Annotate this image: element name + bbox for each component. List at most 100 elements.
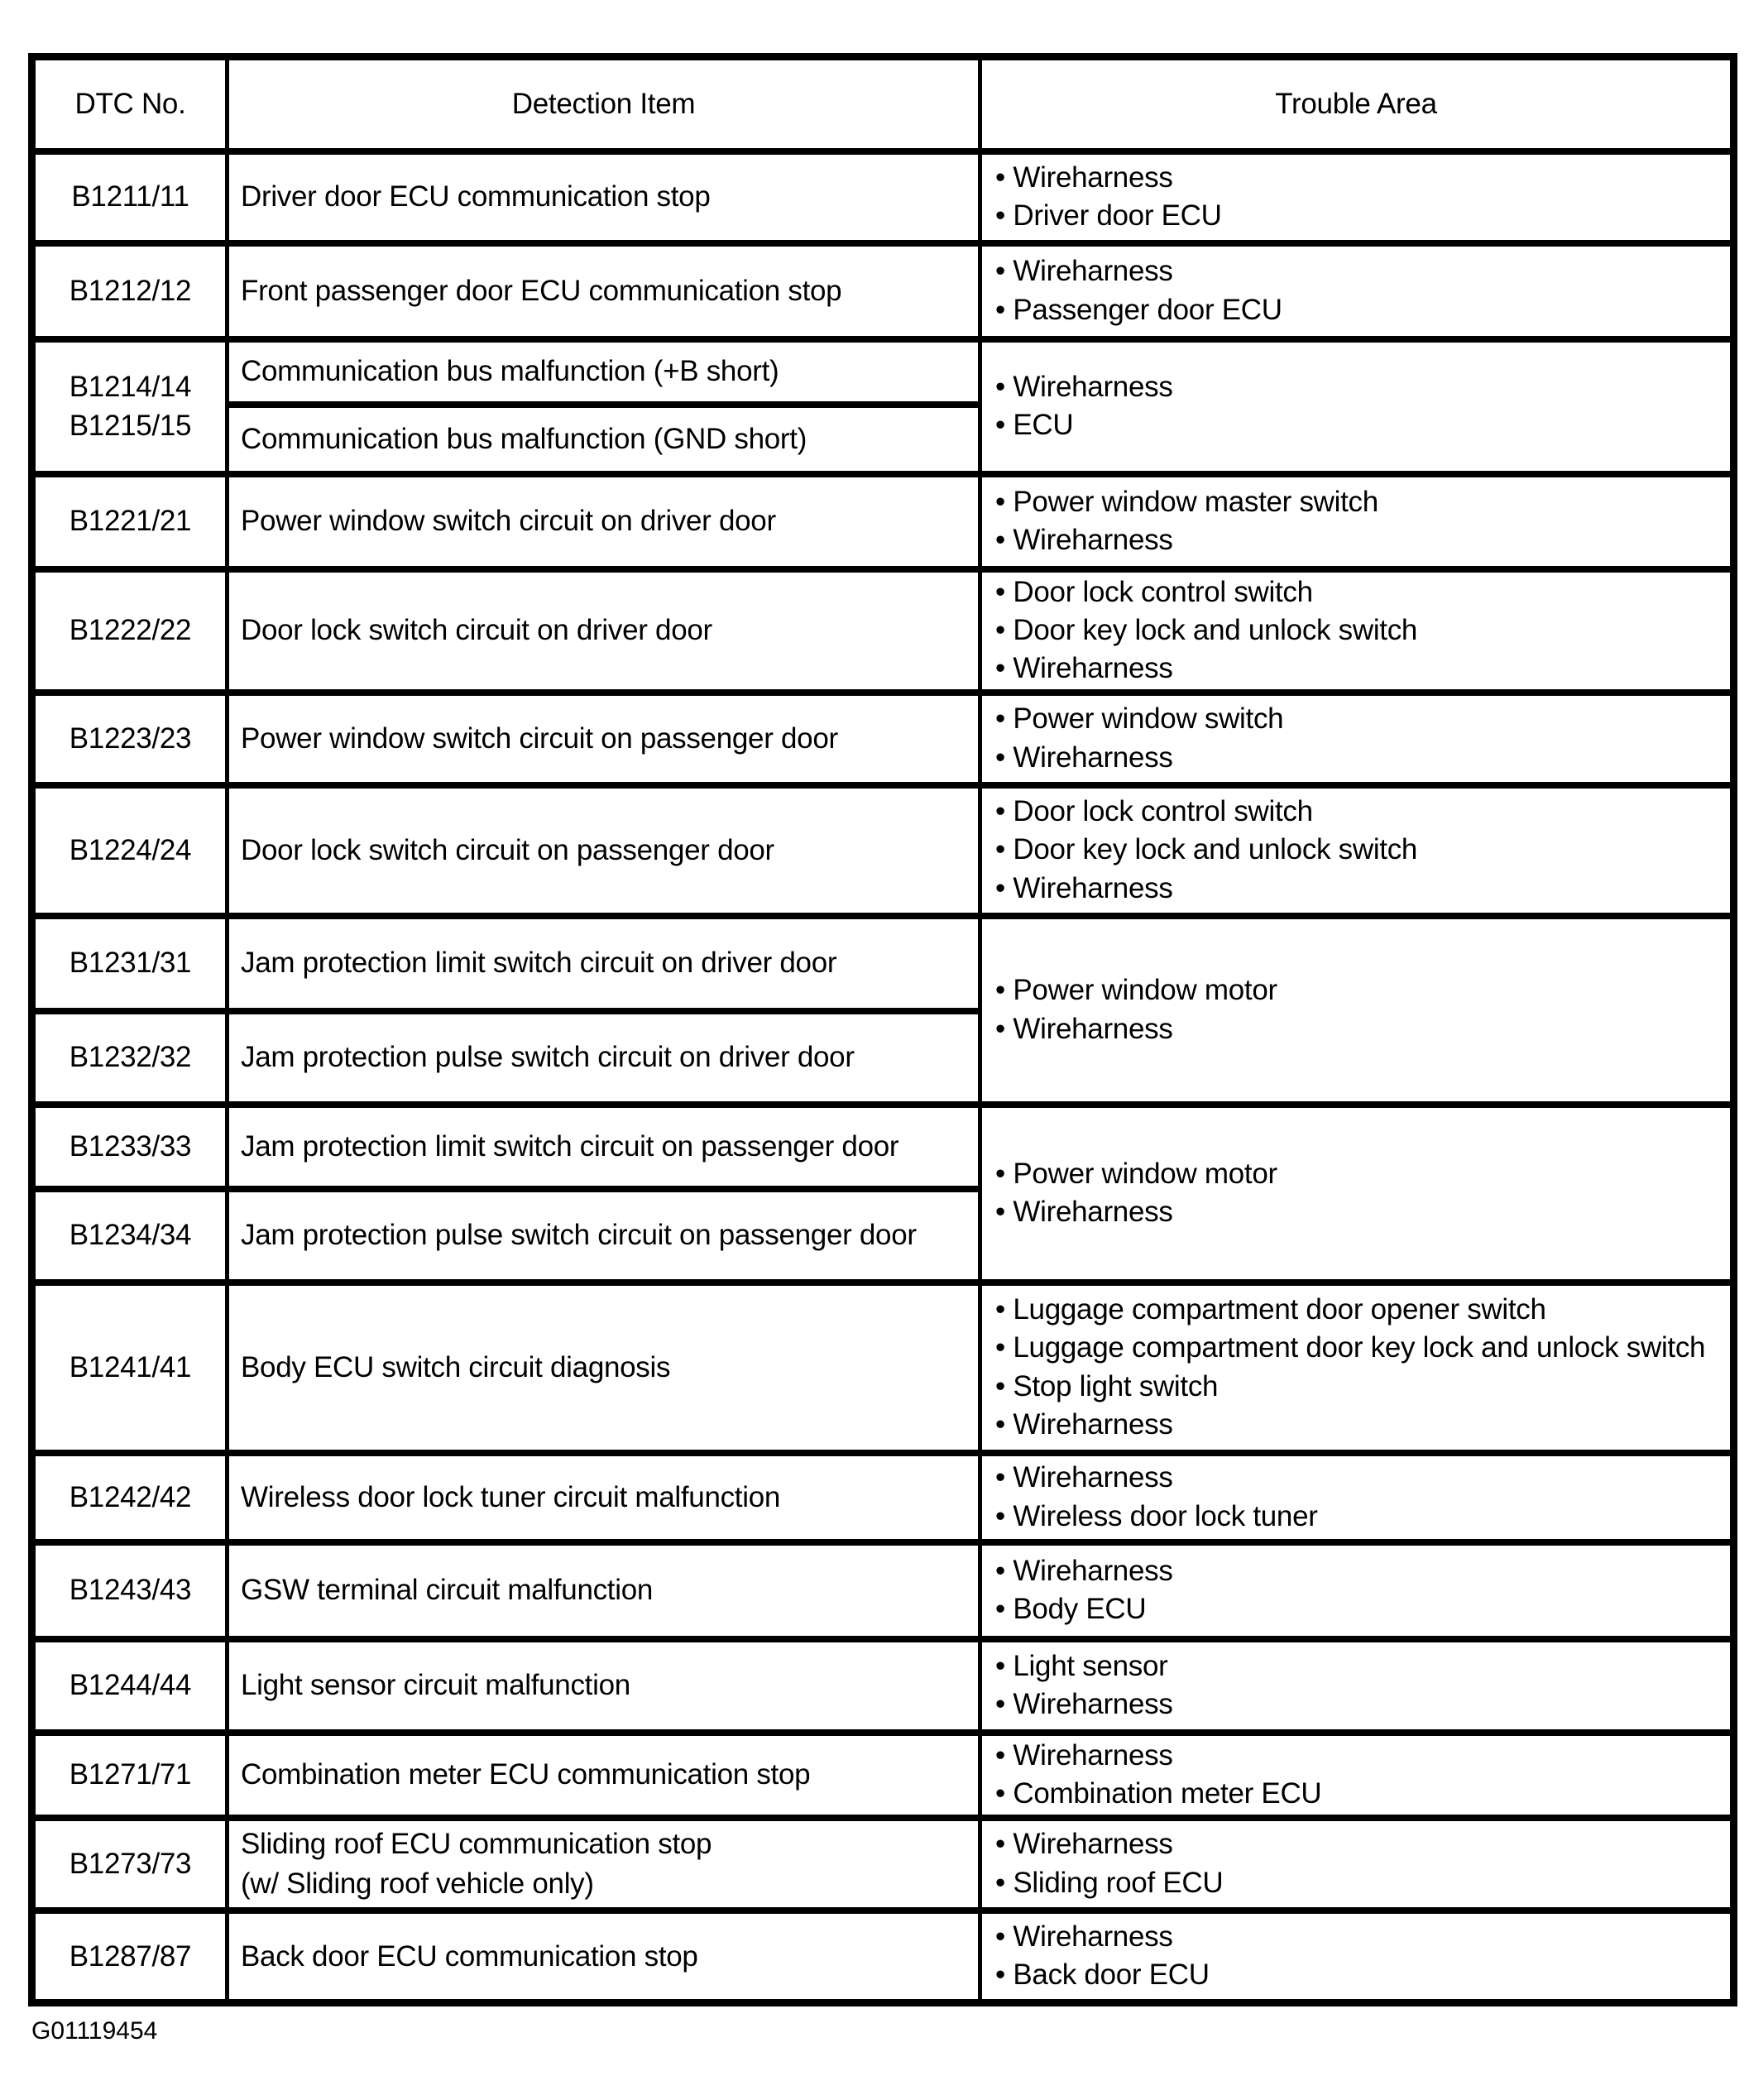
dtc-cell: B1221/21 [30,470,229,573]
trouble-item: Combination meter ECU [995,1775,1723,1811]
dtc-cell: B1214/14 B1215/15 [30,335,229,477]
detection-text: GSW terminal circuit malfunction [241,1574,654,1607]
dtc-code: B1241/41 [69,1350,192,1383]
detection-cell: Combination meter ECU communication stop [225,1728,982,1821]
detection-cell: Door lock switch circuit on passenger do… [225,781,982,919]
table-row: B1224/24 Door lock switch circuit on pas… [30,781,1736,919]
detection-cell: Sliding roof ECU communication stop (w/ … [225,1814,982,1914]
trouble-item: Body ECU [995,1590,1723,1628]
detection-cell: Jam protection limit switch circuit on d… [225,912,982,1014]
dtc-cell: B1212/12 [30,239,229,343]
detection-text: Wireless door lock tuner circuit malfunc… [241,1480,781,1513]
trouble-item: Power window master switch [995,483,1723,521]
dtc-table: DTC No. Detection Item Trouble Area B121… [28,53,1737,2007]
table-row: B1232/32 Jam protection pulse switch cir… [30,1007,1734,1108]
table-row: B1241/41 Body ECU switch circuit diagnos… [30,1278,1736,1456]
trouble-item: Wireharness [995,252,1723,290]
detection-cell: Light sensor circuit malfunction [225,1635,982,1736]
trouble-item: Power window motor [995,1155,1723,1193]
table-row: B1287/87 Back door ECU communication sto… [30,1906,1736,2007]
trouble-cell: Light sensor Wireharness [978,1635,1736,1736]
dtc-code: B1231/31 [69,947,192,980]
trouble-item: Wireharness [995,159,1723,197]
detection-text: Door lock switch circuit on driver door [241,614,712,647]
trouble-item: Wireharness [995,1406,1723,1444]
trouble-item: Sliding roof ECU [995,1864,1723,1902]
trouble-item: Wireharness [995,1010,1723,1048]
detection-cell: Driver door ECU communication stop [225,147,982,247]
detection-text: Power window switch circuit on passenger… [241,722,838,755]
detection-cell: Jam protection limit switch circuit on p… [225,1100,982,1192]
trouble-item: Driver door ECU [995,197,1723,235]
dtc-cell: B1243/43 [30,1538,229,1642]
dtc-cell: B1244/44 [30,1635,229,1736]
trouble-item: Power window switch [995,700,1723,738]
detection-text: Door lock switch circuit on passenger do… [241,833,774,866]
trouble-cell: Power window motor Wireharness [978,912,1736,1108]
detection-text: Combination meter ECU communication stop [241,1758,811,1791]
table-row: B1222/22 Door lock switch circuit on dri… [30,565,1736,696]
detection-cell: GSW terminal circuit malfunction [225,1538,982,1642]
dtc-code: B1287/87 [69,1939,192,1973]
table-row: B1231/31 Jam protection limit switch cir… [30,912,1736,1108]
trouble-cell: Wireharness Wireless door lock tuner [978,1449,1736,1546]
trouble-cell: Luggage compartment door opener switch L… [978,1278,1736,1456]
table-row: Communication bus malfunction (GND short… [32,400,1734,477]
detection-text: Jam protection limit switch circuit on p… [241,1129,899,1163]
detection-cell: Door lock switch circuit on driver door [225,565,982,696]
trouble-cell: Power window switch Wireharness [978,688,1736,789]
detection-cell: Power window switch circuit on passenger… [225,688,982,789]
dtc-cell: B1241/41 [30,1278,229,1456]
dtc-code: B1244/44 [69,1669,192,1702]
detection-text: Body ECU switch circuit diagnosis [241,1350,671,1383]
trouble-item: Wireharness [995,521,1723,559]
detection-text: Light sensor circuit malfunction [241,1669,630,1702]
dtc-cell: B1271/71 [30,1728,229,1821]
trouble-item: Stop light switch [995,1368,1723,1406]
dtc-code: B1271/71 [69,1758,192,1791]
dtc-code: B1233/33 [69,1129,192,1163]
trouble-cell: Wireharness Combination meter ECU [978,1728,1736,1821]
table-row: B1223/23 Power window switch circuit on … [30,688,1736,789]
dtc-code: B1224/24 [69,833,192,866]
trouble-item: Wireharness [995,1193,1723,1231]
trouble-item: Door key lock and unlock switch [995,831,1723,869]
detection-cell: Jam protection pulse switch circuit on d… [225,1007,982,1108]
dtc-cell: B1223/23 [30,688,229,789]
trouble-cell: Wireharness Driver door ECU [978,147,1736,247]
trouble-item: Wireharness [995,1825,1723,1863]
table-row: B1221/21 Power window switch circuit on … [30,470,1736,573]
dtc-cell: B1211/11 [30,147,229,247]
trouble-item: Wireharness [995,1918,1723,1956]
dtc-cell: B1287/87 [30,1906,229,2007]
header-trouble-area: Trouble Area [978,53,1736,155]
dtc-cell: B1234/34 [30,1185,229,1286]
trouble-item: Wireharness [995,1552,1723,1590]
dtc-cell: B1222/22 [30,565,229,696]
trouble-item: Wireharness [995,368,1723,406]
detection-cell: Power window switch circuit on driver do… [225,470,982,573]
trouble-item: Door key lock and unlock switch [995,611,1723,650]
detection-text: Sliding roof ECU communication stop [241,1828,712,1861]
dtc-cell: B1273/73 [30,1814,229,1914]
header-detection-item: Detection Item [225,53,982,155]
table-header-row: DTC No. Detection Item Trouble Area [30,53,1736,155]
dtc-code: B1234/34 [69,1219,192,1252]
table-row: B1212/12 Front passenger door ECU commun… [30,239,1736,343]
trouble-cell: Power window master switch Wireharness [978,470,1736,573]
detection-text: Jam protection pulse switch circuit on p… [241,1219,917,1252]
detection-text: Driver door ECU communication stop [241,180,711,213]
trouble-cell: Door lock control switch Door key lock a… [978,565,1736,696]
detection-text: Jam protection limit switch circuit on d… [241,947,837,980]
table-row: B1211/11 Driver door ECU communication s… [30,147,1736,247]
dtc-code: B1243/43 [69,1574,192,1607]
dtc-code: B1221/21 [69,505,192,538]
trouble-cell: Wireharness Sliding roof ECU [978,1814,1736,1914]
trouble-item: Door lock control switch [995,576,1723,611]
detection-text: Power window switch circuit on driver do… [241,505,776,538]
dtc-cell: B1233/33 [30,1100,229,1192]
trouble-item: Wireharness [995,1685,1723,1724]
dtc-code: B1242/42 [69,1480,192,1513]
trouble-item: Wireharness [995,650,1723,685]
trouble-item: Wireharness [995,739,1723,777]
